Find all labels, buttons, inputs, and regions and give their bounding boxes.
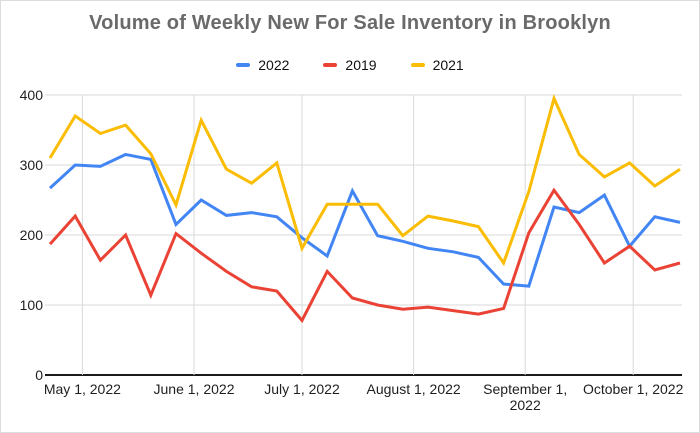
- x-tick-label-september: September 1, 2022: [483, 381, 567, 413]
- chart-legend: 2022 2019 2021: [0, 57, 700, 73]
- x-tick-label-may: May 1, 2022: [44, 381, 121, 397]
- legend-label-2022: 2022: [258, 57, 290, 73]
- y-tick-label-300: 300: [20, 157, 44, 173]
- legend-swatch-2022: [236, 63, 251, 67]
- y-tick-label-200: 200: [20, 227, 44, 243]
- legend-swatch-2021: [410, 63, 425, 67]
- x-tick-label-august: August 1, 2022: [367, 381, 461, 397]
- x-tick-label-july: July 1, 2022: [264, 381, 340, 397]
- legend-label-2019: 2019: [345, 57, 377, 73]
- series-line-2021: [48, 94, 681, 267]
- legend-item-2022: 2022: [236, 57, 289, 73]
- series-line-2019: [48, 187, 681, 324]
- legend-label-2021: 2021: [432, 57, 464, 73]
- y-tick-label-400: 400: [20, 87, 44, 103]
- legend-item-2019: 2019: [323, 57, 377, 73]
- x-tick-label-june: June 1, 2022: [154, 381, 235, 397]
- legend-item-2021: 2021: [410, 57, 464, 73]
- y-tick-label-0: 0: [35, 367, 43, 383]
- chart-title: Volume of Weekly New For Sale Inventory …: [89, 12, 611, 34]
- series-line-2022: [48, 152, 681, 288]
- legend-swatch-2019: [323, 63, 338, 67]
- x-tick-label-october: October 1, 2022: [583, 381, 684, 397]
- y-tick-label-100: 100: [20, 297, 44, 313]
